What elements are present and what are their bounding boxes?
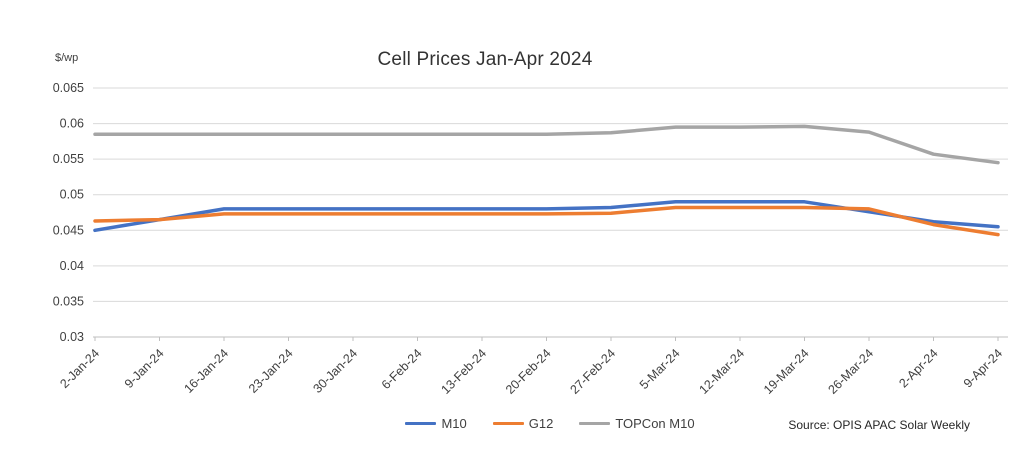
x-axis-tick-label: 13-Feb-24 (438, 346, 489, 397)
x-axis-tick-label: 23-Jan-24 (246, 346, 296, 396)
source-note: Source: OPIS APAC Solar Weekly (788, 418, 970, 432)
x-axis-tick-label: 30-Jan-24 (310, 346, 360, 396)
legend-item-g12: G12 (492, 416, 554, 431)
topcon-m10-line-swatch-icon (579, 422, 611, 425)
y-axis-tick-label: 0.03 (60, 330, 84, 344)
series-line-g12 (93, 205, 1000, 237)
legend-item-m10: M10 (405, 416, 467, 431)
x-axis-tick-label: 26-Mar-24 (825, 346, 876, 397)
series-line-m10 (93, 200, 1000, 233)
y-axis-tick-label: 0.06 (60, 117, 84, 131)
y-axis-tick-label: 0.055 (53, 152, 84, 166)
x-axis-tick-label: 2-Apr-24 (896, 346, 940, 390)
y-axis-tick-label: 0.045 (53, 223, 84, 237)
x-axis-tick-label: 19-Mar-24 (761, 346, 812, 397)
y-axis-tick-label: 0.05 (60, 188, 84, 202)
y-axis-unit-label: $/wp (55, 52, 79, 64)
x-axis-tick-label: 9-Apr-24 (961, 346, 1005, 390)
y-axis-tick-label: 0.065 (53, 81, 84, 95)
chart-legend: M10 G12 TOPCon M10 (76, 416, 1024, 431)
x-axis-tick-label: 9-Jan-24 (122, 346, 167, 391)
x-axis-tick-label: 5-Mar-24 (637, 346, 683, 392)
legend-label-topcon-m10: TOPCon M10 (615, 416, 695, 431)
legend-item-topcon-m10: TOPCon M10 (579, 416, 695, 431)
chart-title: Cell Prices Jan-Apr 2024 (377, 49, 593, 70)
m10-line-swatch-icon (405, 422, 437, 425)
x-axis-tick-label: 12-Mar-24 (696, 346, 747, 397)
x-axis-tick-label: 20-Feb-24 (503, 346, 554, 397)
x-axis-tick-label: 16-Jan-24 (181, 346, 231, 396)
y-axis-tick-label: 0.04 (60, 259, 84, 273)
legend-label-g12: G12 (528, 416, 554, 431)
g12-line-swatch-icon (492, 422, 524, 425)
legend-label-m10: M10 (441, 416, 467, 431)
y-axis-tick-label: 0.035 (53, 294, 84, 308)
x-axis-tick-label: 2-Jan-24 (57, 346, 102, 391)
x-axis-tick-label: 6-Feb-24 (379, 346, 425, 392)
series-line-topcon-m10 (93, 124, 1000, 165)
x-axis-tick-label: 27-Feb-24 (567, 346, 618, 397)
